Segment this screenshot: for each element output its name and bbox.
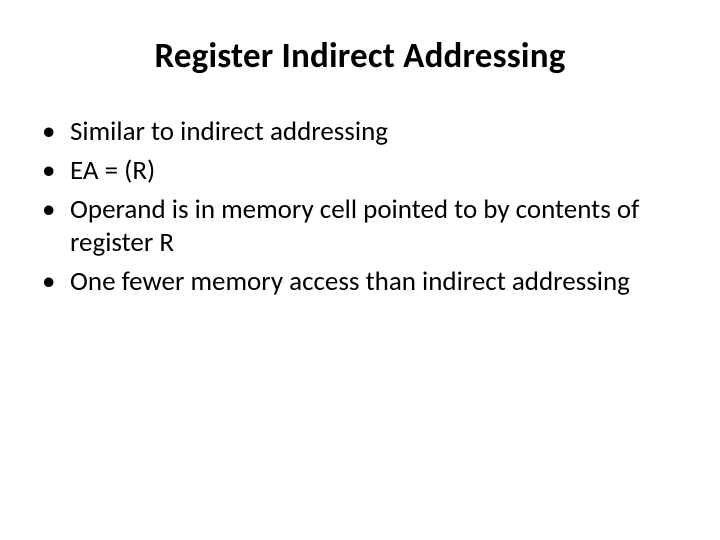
list-item: One fewer memory access than indirect ad… <box>36 266 684 299</box>
list-item: EA = (R) <box>36 155 684 188</box>
bullet-text: EA = (R) <box>70 154 155 187</box>
slide: Register Indirect Addressing Similar to … <box>0 0 720 540</box>
bullet-text: One fewer memory access than indirect ad… <box>70 265 630 298</box>
list-item: Similar to indirect addressing <box>36 116 684 149</box>
bullet-text: Similar to indirect addressing <box>70 115 388 148</box>
slide-title: Register Indirect Addressing <box>36 36 684 76</box>
bullet-text: Operand is in memory cell pointed to by … <box>70 193 639 259</box>
list-item: Operand is in memory cell pointed to by … <box>36 194 684 260</box>
bullet-list: Similar to indirect addressing EA = (R) … <box>36 116 684 299</box>
